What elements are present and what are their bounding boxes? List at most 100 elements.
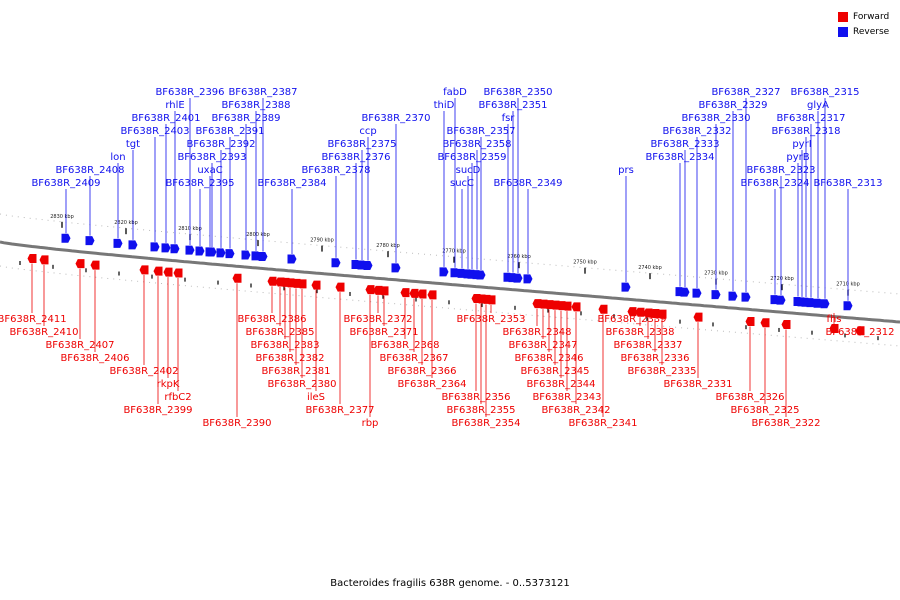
- gene-label: BF638R_2336: [620, 353, 689, 364]
- kbp-tick-label: 2760 kbp: [507, 254, 531, 260]
- gene-label: rfbC2: [164, 392, 191, 403]
- gene-arrow-BF638R_2407: [75, 259, 85, 269]
- gene-label: BF638R_2334: [645, 152, 714, 163]
- gene-label: lon: [110, 152, 125, 163]
- gene-arrow-BF638R_2390: [232, 273, 242, 283]
- gene-arrow-ccp: [363, 260, 373, 270]
- gene-arrow-BF638R_2326: [745, 317, 755, 327]
- gene-label: BF638R_2386: [237, 314, 306, 325]
- gene-arrow-BF638R_2389: [241, 250, 251, 260]
- gene-label: BF638R_2350: [483, 87, 552, 98]
- gene-label: BF638R_2343: [532, 392, 601, 403]
- gene-arrow-BF638R_2344: [556, 301, 566, 311]
- gene-arrow-fabD: [450, 268, 460, 278]
- gene-arrow-BF638R_2330: [711, 290, 721, 300]
- gene-label: BF638R_2368: [370, 340, 439, 351]
- gene-arrow-BF638R_2395: [195, 246, 205, 256]
- gene-arrow-BF638R_2322: [781, 320, 791, 330]
- gene-label: BF638R_2381: [261, 366, 330, 377]
- gene-arrow-tgt: [128, 240, 138, 250]
- gene-arrow-BF638R_2388: [251, 251, 261, 261]
- gene-label: BF638R_2339: [597, 314, 666, 325]
- gene-label: BF638R_2337: [613, 340, 682, 351]
- gene-label: BF638R_2312: [825, 327, 894, 338]
- kbp-tick-label: 2770 kbp: [442, 249, 466, 255]
- genome-caption: Bacteroides fragilis 638R genome. - 0..5…: [330, 578, 570, 589]
- kbp-tick-label: 2800 kbp: [246, 232, 270, 238]
- gene-label: BF638R_2356: [441, 392, 510, 403]
- gene-label: BF638R_2387: [228, 87, 297, 98]
- gene-label: BF638R_2318: [771, 126, 840, 137]
- gene-arrow-BF638R_2396: [185, 245, 195, 255]
- gene-arrow-BF638R_2406: [90, 260, 100, 270]
- gene-label: BF638R_2389: [211, 113, 280, 124]
- gene-arrow-BF638R_2333: [680, 287, 690, 297]
- gene-arrow-BF638R_2399: [153, 266, 163, 276]
- gene-label: BF638R_2335: [627, 366, 696, 377]
- gene-arrow-rfbC2: [173, 268, 183, 278]
- forward-track-guide: [0, 265, 900, 347]
- gene-label: BF638R_2345: [520, 366, 589, 377]
- gene-label: rbp: [362, 418, 379, 429]
- gene-arrow-BF638R_2368: [400, 288, 410, 298]
- gene-arrow-BF638R_2323: [776, 295, 786, 305]
- gene-label: BF638R_2355: [446, 405, 515, 416]
- gene-label: BF638R_2390: [202, 418, 271, 429]
- gene-arrow-BF638R_2338: [635, 307, 645, 317]
- gene-label: BF638R_2375: [327, 139, 396, 150]
- gene-arrow-BF638R_2331: [693, 312, 703, 322]
- gene-arrow-BF638R_2335: [657, 309, 667, 319]
- gene-label: BF638R_2396: [155, 87, 224, 98]
- gene-label: BF638R_2391: [195, 126, 264, 137]
- gene-label: BF638R_2313: [813, 178, 882, 189]
- gene-arrow-BF638R_2381: [291, 278, 301, 288]
- gene-label: BF638R_2371: [349, 327, 418, 338]
- gene-arrow-BF638R_2386: [267, 276, 277, 286]
- legend-label-forward: Forward: [853, 11, 890, 22]
- gene-arrow-thiD: [439, 267, 449, 277]
- gene-label: rhlE: [165, 100, 184, 111]
- gene-arrow-BF638R_2391: [225, 249, 235, 259]
- gene-label: BF638R_2353: [456, 314, 525, 325]
- gene-arrow-BF638R_2401: [161, 243, 171, 253]
- gene-label: BF638R_2348: [502, 327, 571, 338]
- gene-arrow-BF638R_2341: [598, 304, 608, 314]
- gene-label: BF638R_2359: [437, 152, 506, 163]
- gene-label: BF638R_2341: [568, 418, 637, 429]
- gene-arrow-BF638R_2371: [379, 286, 389, 296]
- gene-arrow-BF638R_2387: [258, 252, 268, 262]
- gene-arrow-rhlE: [170, 244, 180, 254]
- gene-arrow-BF638R_2329: [728, 291, 738, 301]
- gene-label: BF638R_2347: [508, 340, 577, 351]
- gene-label: pyrB: [786, 152, 809, 163]
- kbp-tick-label: 2720 kbp: [770, 276, 794, 282]
- gene-label: BF638R_2372: [343, 314, 412, 325]
- gene-label: BF638R_2332: [662, 126, 731, 137]
- gene-label: BF638R_2409: [31, 178, 100, 189]
- gene-arrow-BF638R_2327: [741, 292, 751, 302]
- gene-label: BF638R_2377: [305, 405, 374, 416]
- gene-label: BF638R_2393: [177, 152, 246, 163]
- gene-arrow-BF638R_2392: [216, 248, 226, 258]
- gene-label: BF638R_2331: [663, 379, 732, 390]
- reverse-track-guide: [0, 213, 900, 295]
- gene-arrow-BF638R_2317: [806, 298, 816, 308]
- gene-arrow-BF638R_2377: [335, 282, 345, 292]
- gene-label: fsr: [502, 113, 516, 124]
- gene-label: BF638R_2333: [650, 139, 719, 150]
- gene-label: BF638R_2344: [526, 379, 595, 390]
- gene-label: ileS: [307, 392, 325, 403]
- gene-arrow-BF638R_2384: [287, 254, 297, 264]
- gene-label: BF638R_2351: [478, 100, 547, 111]
- gene-arrow-BF638R_2313: [843, 301, 853, 311]
- gene-label: glyA: [807, 100, 829, 111]
- gene-label: pyrI: [792, 139, 811, 150]
- gene-label: BF638R_2407: [45, 340, 114, 351]
- gene-label: sucD: [456, 165, 481, 176]
- gene-label: BF638R_2370: [361, 113, 430, 124]
- gene-arrow-BF638R_2402: [139, 265, 149, 275]
- gene-arrow-glyA: [813, 298, 823, 308]
- gene-label: BF638R_2329: [698, 100, 767, 111]
- gene-label: BF638R_2382: [255, 353, 324, 364]
- legend-label-reverse: Reverse: [853, 26, 890, 37]
